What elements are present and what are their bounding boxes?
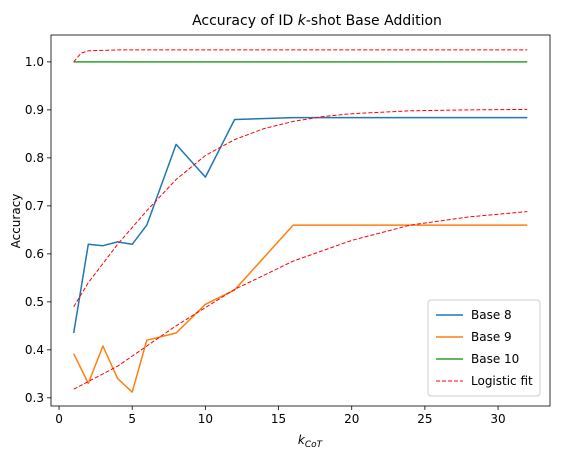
y-tick-label: 0.6	[25, 247, 44, 261]
series-line-logistic-fit-1	[73, 49, 528, 63]
legend-label-base-8: Base 8	[471, 308, 512, 322]
legend-box	[427, 299, 541, 397]
y-tick-label: 0.4	[25, 343, 44, 357]
x-tick-label: 30	[490, 412, 505, 426]
legend-label-base-10: Base 10	[471, 352, 519, 366]
y-axis-label: Accuracy	[9, 194, 23, 249]
plot-frame	[50, 34, 551, 407]
x-tick-label: 0	[55, 412, 63, 426]
legend-label-logistic-fit: Logistic fit	[471, 374, 533, 388]
y-tick-label: 0.8	[25, 151, 44, 165]
y-tick-label: 1.0	[25, 55, 44, 69]
x-tick-label: 15	[271, 412, 286, 426]
y-tick-label: 0.9	[25, 103, 44, 117]
x-tick-label: 25	[417, 412, 432, 426]
series-line-logistic-fit-2	[73, 108, 528, 307]
x-axis-label: kCoT	[298, 433, 324, 450]
x-tick-label: 10	[198, 412, 213, 426]
chart-title: Accuracy of ID k-shot Base Addition	[192, 13, 442, 29]
series-line-logistic-fit-3	[73, 211, 528, 390]
x-tick-label: 20	[344, 412, 359, 426]
y-tick-label: 0.7	[25, 199, 44, 213]
y-tick-label: 0.3	[25, 391, 44, 405]
plot-area	[72, 49, 528, 393]
legend: Base 8 Base 9 Base 10 Logistic fit	[427, 299, 541, 397]
series-line-base-8	[72, 116, 528, 334]
y-tick-label: 0.5	[25, 295, 44, 309]
series-line-base-9	[73, 224, 528, 393]
x-tick-label: 5	[128, 412, 136, 426]
legend-label-base-9: Base 9	[471, 330, 512, 344]
